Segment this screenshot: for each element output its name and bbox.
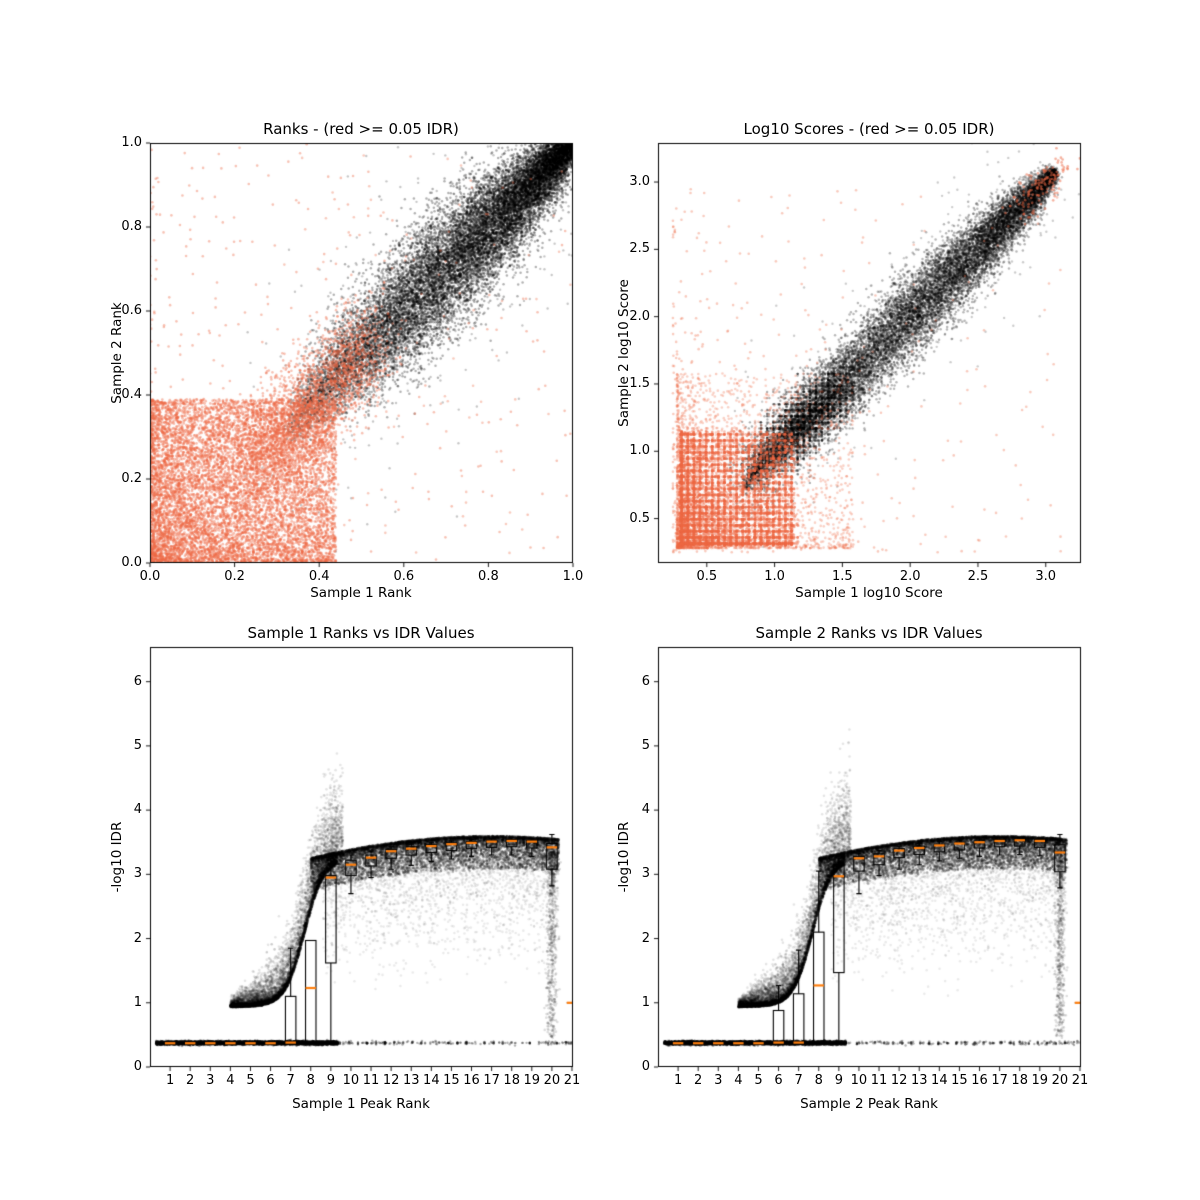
x-tick-label: 1.5 [832, 569, 853, 584]
y-tick-label: 1.0 [629, 443, 650, 459]
x-tick-label: 0.0 [139, 569, 161, 584]
x-tick-label: 8 [814, 1073, 823, 1088]
x-tick-label: 1.0 [764, 569, 785, 584]
x-tick-label: 3.0 [1035, 569, 1057, 584]
x-tick-label: 16 [971, 1073, 988, 1088]
x-tick-label: 10 [342, 1073, 360, 1088]
x-tick-label: 3 [206, 1073, 215, 1088]
y-tick-label: 2 [133, 930, 142, 946]
x-tick-label: 14 [931, 1073, 948, 1088]
y-tick-label: 0.5 [629, 510, 650, 526]
yaxis-label-sample2-log10-score: Sample 2 log10 Score [616, 279, 632, 427]
xaxis-label-sample2-peak-rank: Sample 2 Peak Rank [800, 1096, 938, 1112]
x-tick-label: 9 [326, 1073, 335, 1088]
x-tick-label: 18 [503, 1073, 520, 1088]
x-tick-label: 5 [246, 1073, 255, 1088]
xaxis-label-sample1-log10-score: Sample 1 log10 Score [795, 585, 943, 601]
x-tick-label: 7 [794, 1073, 803, 1088]
x-tick-label: 21 [563, 1073, 581, 1088]
xaxis-label-sample1-rank: Sample 1 Rank [310, 585, 412, 601]
x-tick-label: 5 [754, 1073, 763, 1088]
x-tick-label: 6 [266, 1073, 275, 1088]
y-tick-label: 0.8 [121, 219, 142, 234]
y-tick-label: 0.2 [121, 471, 142, 486]
y-tick-label: 0.6 [121, 303, 142, 318]
xaxis-label-sample1-peak-rank: Sample 1 Peak Rank [292, 1096, 430, 1112]
x-tick-label: 20 [543, 1073, 561, 1088]
y-tick-label: 0 [133, 1059, 142, 1074]
x-tick-label: 2 [694, 1073, 703, 1088]
x-tick-label: 0.5 [696, 569, 718, 584]
y-tick-label: 5 [133, 737, 142, 753]
x-tick-label: 6 [774, 1073, 783, 1088]
y-tick-label: 2.5 [629, 241, 650, 257]
x-tick-label: 19 [523, 1073, 541, 1088]
x-tick-label: 13 [402, 1073, 420, 1088]
y-tick-label: 2.0 [629, 308, 650, 324]
x-tick-label: 8 [306, 1073, 315, 1088]
y-tick-label: 3 [133, 866, 142, 882]
x-tick-label: 12 [890, 1073, 908, 1088]
y-tick-label: 3.0 [629, 174, 650, 190]
x-tick-label: 20 [1051, 1073, 1069, 1088]
x-tick-label: 19 [1031, 1073, 1049, 1088]
x-tick-label: 15 [443, 1073, 460, 1088]
x-tick-label: 17 [483, 1073, 500, 1088]
y-tick-label: 0.0 [121, 555, 142, 570]
y-tick-label: 0 [641, 1059, 650, 1074]
plot-title-ranks: Ranks - (red >= 0.05 IDR) [263, 120, 459, 138]
y-tick-label: 1 [133, 994, 142, 1010]
y-tick-label: 2 [641, 930, 650, 946]
x-tick-label: 1 [165, 1073, 175, 1088]
y-tick-label: 4 [641, 802, 650, 818]
x-tick-label: 2.5 [967, 569, 989, 584]
y-tick-label: 6 [641, 673, 650, 689]
x-tick-label: 7 [286, 1073, 295, 1088]
x-tick-label: 14 [423, 1073, 440, 1088]
x-tick-label: 1 [673, 1073, 683, 1088]
x-tick-label: 13 [910, 1073, 928, 1088]
y-tick-label: 1.0 [121, 135, 142, 150]
x-tick-label: 2.0 [899, 569, 921, 584]
x-tick-label: 0.6 [393, 569, 415, 584]
x-tick-label: 2 [186, 1073, 195, 1088]
plot-title-sample2-idr: Sample 2 Ranks vs IDR Values [755, 624, 983, 642]
x-tick-label: 0.2 [224, 569, 245, 584]
x-tick-label: 1.0 [562, 569, 584, 584]
y-tick-label: 1 [641, 994, 650, 1010]
x-tick-label: 4 [226, 1073, 235, 1088]
y-tick-label: 0.4 [121, 387, 142, 402]
x-tick-label: 11 [362, 1073, 380, 1088]
x-tick-label: 11 [870, 1073, 888, 1088]
x-tick-label: 0.8 [478, 569, 499, 584]
x-tick-label: 0.4 [308, 569, 330, 584]
x-tick-label: 4 [734, 1073, 743, 1088]
x-tick-label: 16 [463, 1073, 480, 1088]
x-tick-label: 3 [714, 1073, 723, 1088]
x-tick-label: 9 [834, 1073, 843, 1088]
x-tick-label: 18 [1011, 1073, 1028, 1088]
x-tick-label: 12 [382, 1073, 400, 1088]
x-tick-label: 17 [991, 1073, 1008, 1088]
x-tick-label: 21 [1071, 1073, 1089, 1088]
x-tick-label: 15 [951, 1073, 968, 1088]
x-tick-label: 10 [850, 1073, 868, 1088]
plot-title-sample1-idr: Sample 1 Ranks vs IDR Values [247, 624, 475, 642]
y-tick-label: 4 [133, 802, 142, 818]
y-tick-label: 3 [641, 866, 650, 882]
y-tick-label: 6 [133, 673, 142, 689]
y-tick-label: 5 [641, 737, 650, 753]
y-tick-label: 1.5 [629, 375, 650, 391]
plot-title-log10-scores: Log10 Scores - (red >= 0.05 IDR) [743, 120, 995, 138]
